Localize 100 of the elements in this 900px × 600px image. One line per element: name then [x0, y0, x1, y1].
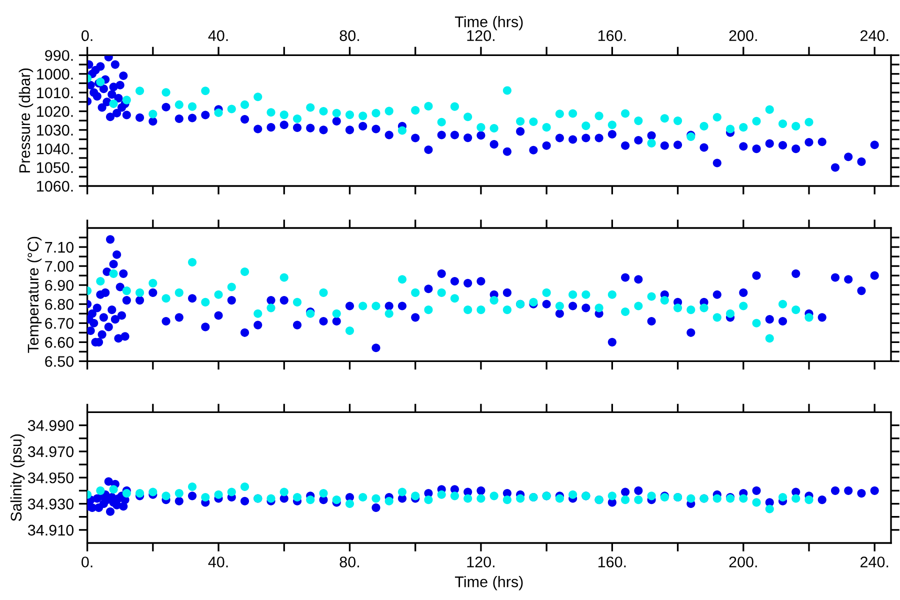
point — [621, 307, 630, 316]
point — [384, 496, 394, 506]
point — [358, 302, 368, 310]
point — [634, 496, 643, 504]
point — [476, 494, 486, 503]
point — [739, 123, 748, 132]
point — [424, 306, 433, 314]
point — [411, 492, 420, 500]
y-tick-label: 34.990 — [28, 420, 74, 431]
y-axis-title: Temperature (°C) — [27, 236, 42, 353]
point — [804, 496, 814, 504]
point — [109, 269, 118, 278]
y-tick-label: 1040. — [37, 143, 73, 154]
point — [673, 116, 682, 126]
point — [372, 494, 380, 503]
y-tick-label: 1010. — [37, 87, 73, 98]
point — [292, 114, 302, 124]
point — [240, 482, 250, 492]
point — [214, 490, 223, 499]
point — [778, 300, 788, 308]
point — [752, 116, 761, 126]
point — [647, 492, 656, 500]
point — [319, 489, 328, 498]
y-tick-label: 34.930 — [28, 498, 74, 510]
point — [437, 288, 446, 297]
point — [280, 273, 288, 282]
point — [686, 306, 696, 314]
y-tick-label: 34.970 — [28, 446, 74, 458]
point — [712, 313, 722, 322]
point — [582, 122, 590, 130]
point — [568, 490, 578, 499]
y-tick-label: 7.10 — [45, 242, 74, 253]
point — [555, 302, 564, 310]
x2-tick-label: 120. — [467, 30, 494, 42]
point — [621, 109, 630, 118]
point — [188, 258, 197, 267]
point — [109, 100, 118, 108]
point — [292, 298, 302, 306]
point — [450, 102, 459, 111]
point — [634, 116, 643, 126]
point — [214, 290, 223, 299]
point — [490, 124, 498, 133]
y-tick-label: 6.80 — [45, 298, 74, 310]
point — [358, 112, 368, 120]
point — [450, 294, 459, 303]
point — [660, 114, 669, 123]
y-axis-title: Salinity (psu) — [10, 434, 25, 522]
y-tick-label: 1020. — [37, 106, 73, 117]
y-tick-label: 6.50 — [45, 356, 74, 367]
y-axis-title: Pressure (dbar) — [18, 68, 34, 172]
point — [96, 277, 105, 286]
point — [490, 492, 498, 500]
y-tick-label: 1000. — [37, 68, 73, 80]
point — [700, 122, 708, 130]
point — [608, 120, 616, 130]
point — [162, 88, 170, 97]
point — [555, 110, 564, 118]
x-tick-label: 80. — [340, 556, 359, 568]
point — [240, 100, 250, 109]
point — [280, 110, 288, 120]
point — [148, 488, 158, 496]
point — [542, 288, 551, 297]
point — [490, 296, 498, 305]
y-tick-label: 1060. — [37, 180, 73, 192]
point — [214, 108, 223, 118]
point — [227, 488, 236, 496]
point — [594, 304, 604, 312]
point — [201, 86, 210, 96]
point — [502, 496, 512, 504]
point — [450, 492, 459, 500]
point — [345, 499, 354, 508]
point — [437, 118, 446, 126]
point — [174, 288, 184, 297]
point — [582, 290, 590, 299]
point — [122, 96, 131, 104]
y-tick-label: 6.90 — [45, 280, 74, 291]
point — [254, 309, 262, 318]
y-tick-label: 7.00 — [45, 260, 74, 272]
point — [332, 496, 341, 504]
point — [502, 86, 512, 95]
point — [398, 275, 406, 284]
point — [411, 106, 420, 115]
point — [201, 298, 210, 306]
y-tick-label: 1050. — [37, 162, 73, 173]
point — [332, 108, 341, 118]
point — [332, 309, 341, 318]
point — [174, 100, 184, 109]
point — [306, 496, 315, 504]
x-tick-label: 160. — [598, 556, 626, 568]
y-tick-label: 6.70 — [45, 318, 74, 329]
x2-tick-label: 40. — [208, 30, 228, 42]
point — [752, 498, 761, 507]
y-tick-label: 6.60 — [45, 337, 74, 348]
point — [227, 104, 236, 114]
point — [726, 124, 735, 134]
point — [424, 102, 433, 110]
point — [398, 488, 406, 496]
point — [384, 309, 394, 318]
point — [254, 92, 262, 102]
point — [136, 288, 144, 297]
